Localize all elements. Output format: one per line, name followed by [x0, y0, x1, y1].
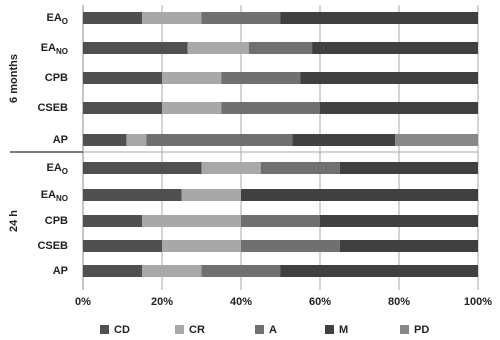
bar-segment	[83, 134, 127, 146]
x-tick-label: 80%	[388, 296, 410, 308]
bar-segment	[248, 42, 313, 54]
y-tick-label: CSEB	[37, 240, 68, 252]
panel-label: 6 months	[8, 54, 20, 103]
category-label: EA	[46, 162, 61, 174]
bar-segment	[83, 72, 162, 84]
bar-segment	[162, 240, 241, 252]
bar-segment	[320, 215, 478, 227]
bar-segment	[201, 162, 261, 174]
legend-swatch	[400, 325, 409, 334]
x-tick-label: 60%	[309, 296, 331, 308]
bar-segment	[162, 72, 222, 84]
bar-segment	[83, 215, 143, 227]
x-tick-label: 0%	[75, 296, 91, 308]
x-tick-label: 20%	[151, 296, 173, 308]
bar-segment	[292, 134, 396, 146]
category-label: EA	[46, 12, 61, 24]
bar-segment	[280, 12, 478, 24]
bar-segment	[241, 189, 478, 201]
bar-segment	[221, 102, 320, 114]
bar-segment	[241, 215, 320, 227]
bar-segment	[142, 265, 202, 277]
y-tick-label: CPB	[45, 215, 68, 227]
bar-segment	[339, 240, 478, 252]
bar-segment	[339, 162, 478, 174]
legend-swatch	[175, 325, 184, 334]
category-subscript: O	[62, 17, 68, 26]
bar-segment	[83, 189, 182, 201]
bar-segment	[280, 265, 478, 277]
bar-segment	[162, 102, 222, 114]
category-label: EA	[41, 189, 56, 201]
category-label: EA	[41, 42, 56, 54]
bar-segment	[83, 42, 188, 54]
legend-label: A	[269, 324, 277, 336]
bar-segment	[181, 189, 241, 201]
bar-segment	[126, 134, 147, 146]
y-tick-label: AP	[53, 134, 68, 146]
category-subscript: NO	[56, 47, 68, 56]
y-tick-label: EAO	[46, 162, 68, 176]
legend-swatch	[100, 325, 109, 334]
legend-swatch	[255, 325, 264, 334]
bar-segment	[83, 162, 202, 174]
bar-segment	[83, 265, 143, 277]
y-tick-label: EANO	[41, 42, 68, 56]
legend-label: PD	[414, 324, 429, 336]
x-tick-label: 100%	[464, 296, 492, 308]
y-tick-label: EANO	[41, 189, 68, 203]
category-subscript: O	[62, 167, 68, 176]
bar-segment	[241, 240, 340, 252]
bar-segment	[260, 162, 340, 174]
bar-segment	[395, 134, 478, 146]
bar-segment	[83, 12, 143, 24]
x-tick-label: 40%	[230, 296, 252, 308]
bar-segment	[146, 134, 293, 146]
bar-segment	[201, 12, 281, 24]
bar-segment	[300, 72, 478, 84]
y-tick-label: CSEB	[37, 102, 68, 114]
legend-label: CR	[189, 324, 205, 336]
legend-label: CD	[114, 324, 130, 336]
bar-segment	[312, 42, 478, 54]
bar-segment	[142, 215, 241, 227]
bar-segment	[201, 265, 281, 277]
bar-segment	[320, 102, 478, 114]
category-subscript: NO	[56, 194, 68, 203]
y-tick-label: CPB	[45, 72, 68, 84]
bar-segment	[221, 72, 301, 84]
legend-swatch	[325, 325, 334, 334]
y-tick-label: EAO	[46, 12, 68, 26]
legend-label: M	[339, 324, 348, 336]
bar-segment	[83, 102, 162, 114]
y-tick-label: AP	[53, 265, 68, 277]
panel-label: 24 h	[8, 210, 20, 232]
bar-segment	[83, 240, 162, 252]
bar-segment	[187, 42, 249, 54]
bar-segment	[142, 12, 202, 24]
